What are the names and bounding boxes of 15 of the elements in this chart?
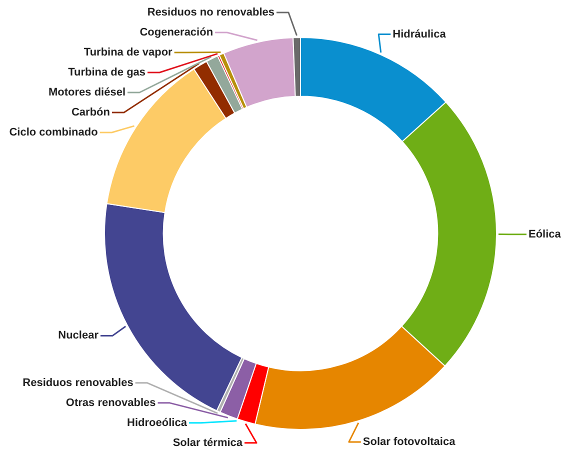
slice-label: Residuos no renovables	[147, 6, 275, 18]
slice-label: Otras renovables	[66, 396, 156, 409]
slice-label: Residuos renovables	[22, 376, 134, 389]
slice-label: Eólica	[528, 228, 562, 240]
slice-label: Nuclear	[58, 330, 100, 342]
slice-label: Solar térmica	[172, 436, 244, 449]
slice-label: Cogeneración	[140, 26, 214, 38]
slice-label: Hidráulica	[392, 28, 447, 40]
slice-label: Turbina de gas	[68, 66, 146, 78]
slice-label: Turbina de vapor	[84, 46, 174, 58]
slice-label: Ciclo combinado	[9, 126, 98, 138]
slice-label: Carbón	[71, 106, 110, 118]
slice-label: Motores diésel	[48, 86, 126, 98]
legend-label: Hidroeólica	[127, 416, 188, 429]
slice-label: Solar fotovoltaica	[362, 436, 456, 448]
